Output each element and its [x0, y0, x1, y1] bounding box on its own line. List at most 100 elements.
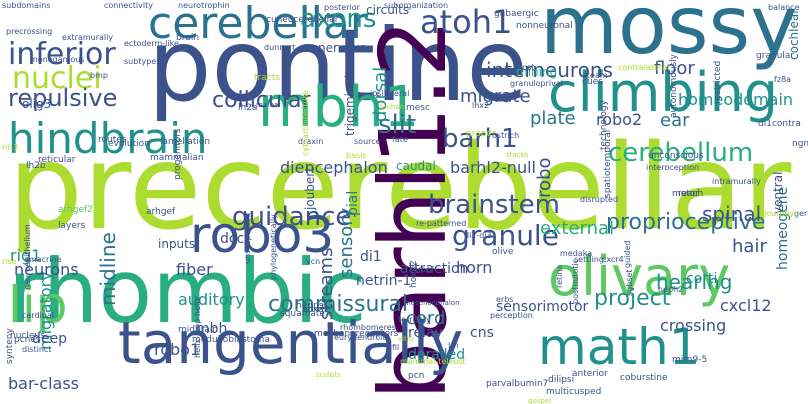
cloud-word: robo2 — [596, 110, 643, 129]
cloud-word: hoxa2 — [302, 305, 330, 315]
cloud-word: rhombic — [8, 240, 367, 343]
cloud-word: postmitotic — [571, 258, 580, 304]
cloud-word: tangentially — [118, 309, 464, 377]
cloud-word: territory — [398, 315, 431, 324]
cloud-word: cardinal — [22, 311, 54, 320]
cloud-word: project — [594, 286, 671, 311]
cloud-word: olig3 — [22, 97, 52, 111]
cloud-word: joubert — [303, 167, 317, 210]
cloud-word: di1 — [360, 249, 382, 265]
cloud-word: ipsilateral — [370, 89, 410, 98]
cloud-word: circuits — [366, 3, 410, 17]
cloud-word: mammalian — [150, 153, 204, 163]
cloud-word: pcnes — [14, 335, 41, 345]
cloud-word: neurons — [14, 260, 79, 279]
cloud-word: subtypes — [124, 57, 161, 66]
cloud-word: derailed — [408, 347, 466, 363]
cloud-word: barhl2-null — [450, 158, 536, 177]
cloud-word: fiber — [176, 260, 213, 279]
cloud-word: pial — [345, 190, 361, 216]
cloud-word: granule — [452, 219, 559, 252]
cloud-word: bmp — [90, 71, 108, 80]
cloud-word: slit — [378, 110, 417, 140]
cloud-word: hgpps — [296, 301, 324, 311]
cloud-word: ateam — [582, 71, 608, 80]
cloud-word: unsuspected — [243, 212, 252, 264]
cloud-word: robo — [534, 157, 555, 198]
cloud-word: lhx2 — [472, 101, 490, 110]
cloud-word: fz8a — [774, 75, 792, 84]
cloud-word: mesc — [406, 103, 430, 113]
cloud-word: gabaergic — [494, 9, 539, 19]
cloud-word: plate — [530, 108, 576, 129]
cloud-word: sensory — [336, 207, 357, 278]
cloud-word: basic — [346, 151, 367, 160]
cloud-word: interoception — [646, 163, 700, 172]
cloud-word: mining — [516, 65, 558, 79]
cloud-word: mbh1 — [258, 75, 420, 140]
cloud-word: proper — [466, 129, 496, 139]
cloud-word: lost — [520, 63, 535, 72]
cloud-word: vcn — [306, 257, 321, 266]
cloud-word: caudal — [396, 159, 436, 173]
cloud-word: dilipsi — [548, 375, 575, 385]
cloud-word: auditory — [178, 290, 245, 309]
cloud-word: brainstem — [428, 190, 560, 220]
cloud-word: subdomains — [2, 1, 51, 10]
cloud-word: unconscious — [648, 151, 704, 161]
cloud-word: monogamous — [30, 55, 85, 64]
cloud-word: dunnart — [264, 43, 296, 52]
cloud-word: olivary — [548, 245, 731, 308]
cloud-word: pcn — [408, 371, 425, 381]
cloud-word: vitro — [398, 335, 414, 343]
cloud-word: rise — [2, 257, 17, 266]
cloud-word: netrin-1 — [356, 273, 412, 289]
cloud-word: cerebellum — [608, 138, 754, 168]
cloud-word: nucleus — [10, 331, 45, 341]
cloud-word: restricted — [713, 60, 723, 104]
cloud-word: squamate — [280, 309, 325, 319]
cloud-word: neph2 — [658, 285, 684, 294]
cloud-word: guided — [623, 240, 632, 268]
cloud-word: gospel — [528, 397, 552, 404]
cloud-word: inputs — [158, 237, 196, 251]
cloud-word: balance — [768, 3, 800, 12]
cloud-word: settling — [574, 255, 604, 264]
cloud-word: eurydendroid — [334, 333, 388, 342]
cloud-word: cord — [406, 308, 446, 329]
cloud-word: techan — [380, 103, 405, 111]
cloud-word: nonneuronal — [516, 21, 573, 31]
cloud-word: re-patterned — [416, 219, 467, 228]
cloud-word: neurotrophin — [178, 1, 230, 10]
cloud-word: cerebellar — [148, 0, 368, 49]
cloud-word: lh2a — [238, 103, 258, 113]
cloud-word: connectivity — [104, 1, 153, 10]
cloud-word: ectoderm-like — [124, 39, 179, 48]
cloud-word: crossing — [660, 316, 727, 335]
cloud-word: mbh — [196, 321, 228, 337]
cloud-word: tracts — [254, 73, 280, 83]
cloud-word: climbing — [548, 61, 779, 124]
cloud-word: migrate — [460, 86, 531, 107]
cloud-word: perception — [490, 311, 533, 320]
cloud-word: disrupted — [580, 195, 619, 204]
cloud-word: nuclei — [12, 61, 102, 96]
cloud-word: spinal — [702, 202, 762, 226]
cloud-word: sculpts — [316, 371, 341, 379]
cloud-word: contralateral — [618, 63, 670, 72]
cloud-word: di1contra — [758, 119, 801, 129]
cloud-word: cues — [582, 77, 603, 87]
cloud-word: corti — [686, 271, 718, 287]
cloud-word: midbrain — [178, 325, 219, 335]
cloud-word: reticular — [38, 155, 76, 165]
cloud-word: external — [540, 218, 615, 239]
cloud-word: motor — [672, 189, 700, 199]
cloud-word: mechanoreceptors — [314, 329, 399, 339]
cloud-word: suborganization — [384, 1, 449, 10]
cloud-word: parvalbumin7 — [486, 379, 549, 389]
cloud-word: atoh1 — [420, 3, 513, 41]
cloud-word: ngn1 — [792, 139, 808, 149]
cloud-word: medulloblastoma — [192, 335, 270, 345]
cloud-word: horn — [456, 258, 493, 277]
